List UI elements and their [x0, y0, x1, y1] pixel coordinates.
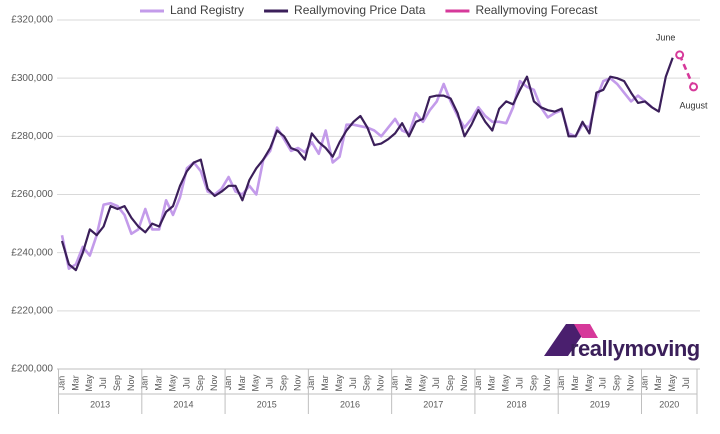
logo-mark — [574, 324, 598, 338]
x-tick-label: Sep — [362, 375, 372, 391]
logo-mark — [544, 324, 590, 356]
x-tick-label: Mar — [154, 375, 164, 391]
year-label: 2019 — [590, 399, 610, 409]
forecast-point — [689, 82, 699, 92]
year-label: 2018 — [507, 399, 527, 409]
logo: reallymoving — [544, 324, 700, 361]
legend-label: Reallymoving Forecast — [475, 3, 598, 17]
x-tick-label: Jul — [598, 377, 608, 389]
x-tick-label: Nov — [625, 375, 635, 392]
x-tick-label: Jul — [265, 377, 275, 389]
x-tick-label: Jul — [514, 377, 524, 389]
x-tick-label: Jan — [306, 376, 316, 391]
x-tick-label: Nov — [292, 375, 302, 392]
x-tick-label: May — [167, 374, 177, 392]
x-tick-label: Nov — [126, 375, 136, 392]
x-tick-label: Sep — [528, 375, 538, 391]
y-tick-label: £300,000 — [11, 73, 53, 84]
year-label: 2014 — [173, 399, 193, 409]
year-label: 2017 — [423, 399, 443, 409]
x-tick-label: May — [501, 374, 511, 392]
y-tick-label: £220,000 — [11, 305, 53, 316]
line-series — [60, 76, 653, 270]
legend-label: Land Registry — [170, 3, 244, 17]
x-tick-label: Nov — [542, 375, 552, 392]
x-tick-label: Jul — [681, 377, 691, 389]
forecast-point — [675, 50, 685, 60]
x-tick-label: Sep — [195, 375, 205, 391]
x-tick-label: May — [251, 374, 261, 392]
x-tick-label: Jan — [389, 376, 399, 391]
y-tick-label: £320,000 — [11, 15, 53, 26]
y-tick-label: £260,000 — [11, 189, 53, 200]
x-tick-label: Mar — [403, 375, 413, 391]
x-tick-label: Mar — [70, 375, 80, 391]
x-tick-label: Sep — [278, 375, 288, 391]
x-tick-label: May — [334, 374, 344, 392]
line-series — [60, 57, 674, 272]
x-tick-label: Sep — [112, 375, 122, 391]
annotation: August — [680, 100, 709, 110]
x-tick-label: Jan — [140, 376, 150, 391]
year-label: 2016 — [340, 399, 360, 409]
logo-text: reallymoving — [570, 336, 700, 361]
x-tick-label: Mar — [320, 375, 330, 391]
y-tick-label: £280,000 — [11, 131, 53, 142]
x-tick-label: Jan — [556, 376, 566, 391]
x-tick-label: Mar — [570, 375, 580, 391]
y-tick-label: £200,000 — [11, 364, 53, 375]
x-tick-label: May — [667, 374, 677, 392]
x-tick-label: Jan — [223, 376, 233, 391]
x-tick-label: Nov — [376, 375, 386, 392]
x-tick-label: Sep — [612, 375, 622, 391]
y-tick-label: £240,000 — [11, 247, 53, 258]
x-tick-label: Jul — [98, 377, 108, 389]
annotation: June — [656, 32, 676, 42]
year-label: 2020 — [659, 399, 679, 409]
x-tick-label: Nov — [459, 375, 469, 392]
legend-label: Reallymoving Price Data — [294, 3, 426, 17]
x-tick-label: Jul — [431, 377, 441, 389]
x-tick-label: Jan — [56, 376, 66, 391]
line-series — [678, 54, 695, 88]
x-tick-label: Mar — [653, 375, 663, 391]
legend: Land Registry Reallymoving Price Data Real… — [140, 3, 598, 17]
x-tick-label: May — [84, 374, 94, 392]
x-tick-label: Jul — [348, 377, 358, 389]
year-label: 2013 — [90, 399, 110, 409]
x-tick-label: May — [417, 374, 427, 392]
x-tick-label: Jul — [181, 377, 191, 389]
x-tick-label: Nov — [209, 375, 219, 392]
x-tick-label: May — [584, 374, 594, 392]
x-tick-label: Mar — [237, 375, 247, 391]
plot: £200,000 £220,000 £240,000 £260,000 £280,000… — [11, 3, 708, 414]
x-tick-label: Jan — [639, 376, 649, 391]
year-label: 2015 — [257, 399, 277, 409]
x-tick-label: Mar — [487, 375, 497, 391]
x-tick-label: Jan — [473, 376, 483, 391]
x-tick-label: Sep — [445, 375, 455, 391]
